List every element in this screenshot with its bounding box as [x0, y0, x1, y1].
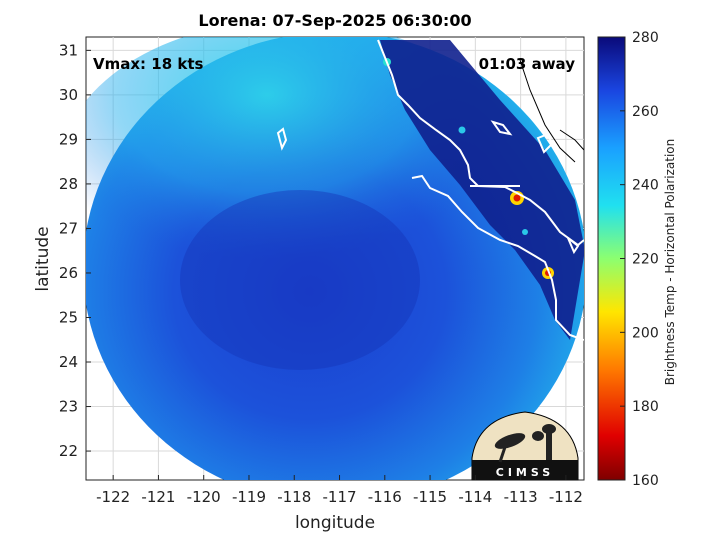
- y-tick-label: 30: [59, 86, 78, 104]
- x-axis-label: longitude: [295, 513, 375, 533]
- colorbar-tick-label: 160: [632, 473, 659, 489]
- y-tick-label: 31: [59, 41, 78, 59]
- y-tick-label: 23: [59, 398, 78, 416]
- x-tick-label: -121: [141, 488, 175, 506]
- colorbar-ticks: 280 260 240 220 200 180 160: [620, 30, 659, 489]
- colorbar-tick-label: 260: [632, 104, 659, 120]
- x-tick-label: -120: [187, 488, 221, 506]
- x-tick-label: -113: [504, 488, 538, 506]
- x-tick-label: -118: [277, 488, 311, 506]
- colorbar-label: Brightness Temp - Horizontal Polarizatio…: [663, 139, 677, 386]
- time-away-label: 01:03 away: [479, 55, 576, 73]
- y-tick-label: 24: [59, 353, 78, 371]
- x-tick-label: -112: [549, 488, 583, 506]
- colorbar-tick-label: 200: [632, 325, 659, 341]
- warm-spot: [522, 229, 528, 235]
- cold-core-region: [180, 190, 420, 370]
- x-tick-label: -114: [458, 488, 492, 506]
- y-tick-label: 22: [59, 442, 78, 460]
- y-tick-label: 28: [59, 175, 78, 193]
- x-axis-ticks: -122 -121 -120 -119 -118 -117 -116 -115 -114 -113…: [96, 475, 583, 506]
- coastline-outline: [519, 59, 584, 163]
- x-tick-label: -117: [323, 488, 357, 506]
- warm-spot: [458, 126, 466, 134]
- y-tick-label: 27: [59, 219, 78, 237]
- colorbar-tick-label: 240: [632, 178, 659, 194]
- logo-text: CIMSS: [496, 466, 554, 479]
- cimss-logo: CIMSS: [471, 411, 579, 481]
- colorbar-tick-label: 220: [632, 252, 659, 268]
- x-tick-label: -119: [232, 488, 266, 506]
- x-tick-label: -116: [368, 488, 402, 506]
- warm-spot-core: [513, 194, 521, 202]
- y-axis-label: latitude: [33, 226, 53, 291]
- map-title: Lorena: 07-Sep-2025 06:30:00: [198, 11, 471, 30]
- colorbar-tick-label: 180: [632, 399, 659, 415]
- y-tick-label: 26: [59, 264, 78, 282]
- y-tick-label: 25: [59, 308, 78, 326]
- x-tick-label: -122: [96, 488, 130, 506]
- vmax-label: Vmax: 18 kts: [93, 55, 203, 73]
- y-tick-label: 29: [59, 130, 78, 148]
- colorbar-tick-label: 280: [632, 30, 659, 46]
- land-region: [380, 40, 584, 340]
- coastline: [276, 39, 584, 341]
- x-tick-label: -115: [413, 488, 447, 506]
- y-axis-ticks: 31 30 29 28 27 26 25 24 23 22: [59, 41, 91, 460]
